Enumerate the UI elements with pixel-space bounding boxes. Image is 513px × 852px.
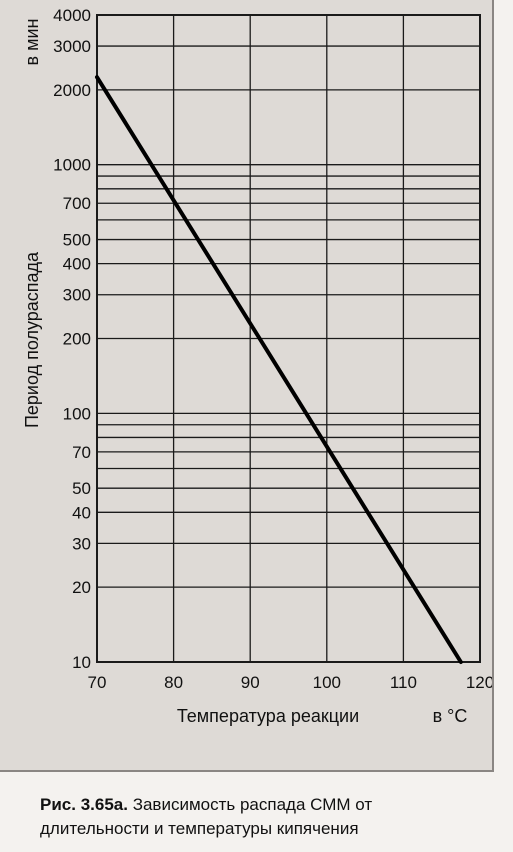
y-tick-label-400: 400 xyxy=(63,255,91,274)
y-tick-label-10: 10 xyxy=(72,653,91,672)
y-tick-label-100: 100 xyxy=(63,404,91,423)
y-tick-label-40: 40 xyxy=(72,503,91,522)
y-axis-label: Период полураспада xyxy=(22,251,42,428)
caption-line-2: длительности и температуры кипячения xyxy=(40,819,359,838)
y-tick-label-4000: 4000 xyxy=(53,6,91,25)
grid xyxy=(96,14,481,663)
figure-panel: 4000 3000 2000 1000 700 500 400 300 200 100 70 50 40… xyxy=(0,0,494,772)
caption-figure-number: Рис. 3.65а. xyxy=(40,795,128,814)
y-tick-label-1000: 1000 xyxy=(53,156,91,175)
x-tick-label-90: 90 xyxy=(241,673,260,692)
y-tick-label-3000: 3000 xyxy=(53,37,91,56)
y-tick-label-70: 70 xyxy=(72,443,91,462)
plot-border xyxy=(96,14,481,663)
y-tick-label-50: 50 xyxy=(72,479,91,498)
plot-frame xyxy=(96,14,481,663)
x-tick-label-100: 100 xyxy=(313,673,341,692)
figure-caption: Рис. 3.65а. Зависимость распада СММ от д… xyxy=(40,793,510,841)
half-life-chart: 4000 3000 2000 1000 700 500 400 300 200 100 70 50 40… xyxy=(22,6,492,726)
series-layer xyxy=(95,75,463,664)
y-tick-label-700: 700 xyxy=(63,194,91,213)
caption-line-1: Рис. 3.65а. Зависимость распада СММ от xyxy=(40,793,510,817)
y-tick-label-200: 200 xyxy=(63,330,91,349)
y-tick-label-300: 300 xyxy=(63,286,91,305)
caption-text-1: Зависимость распада СММ от xyxy=(132,795,373,814)
x-axis-label: Температура реакции xyxy=(177,706,359,726)
x-tick-label-70: 70 xyxy=(88,673,107,692)
x-tick-label-120: 120 xyxy=(466,673,492,692)
series-line-0 xyxy=(95,75,463,664)
x-axis-unit: в °C xyxy=(433,706,468,726)
y-tick-labels: 4000 3000 2000 1000 700 500 400 300 200 100 70 50 40… xyxy=(53,6,91,672)
y-tick-label-2000: 2000 xyxy=(53,81,91,100)
x-tick-label-80: 80 xyxy=(164,673,183,692)
y-axis-unit: в мин xyxy=(22,19,42,66)
y-tick-label-30: 30 xyxy=(72,534,91,553)
y-tick-label-500: 500 xyxy=(63,231,91,250)
x-tick-labels: 70 80 90 100 110 120 xyxy=(88,673,492,692)
x-tick-label-110: 110 xyxy=(390,673,417,692)
y-tick-label-20: 20 xyxy=(72,578,91,597)
